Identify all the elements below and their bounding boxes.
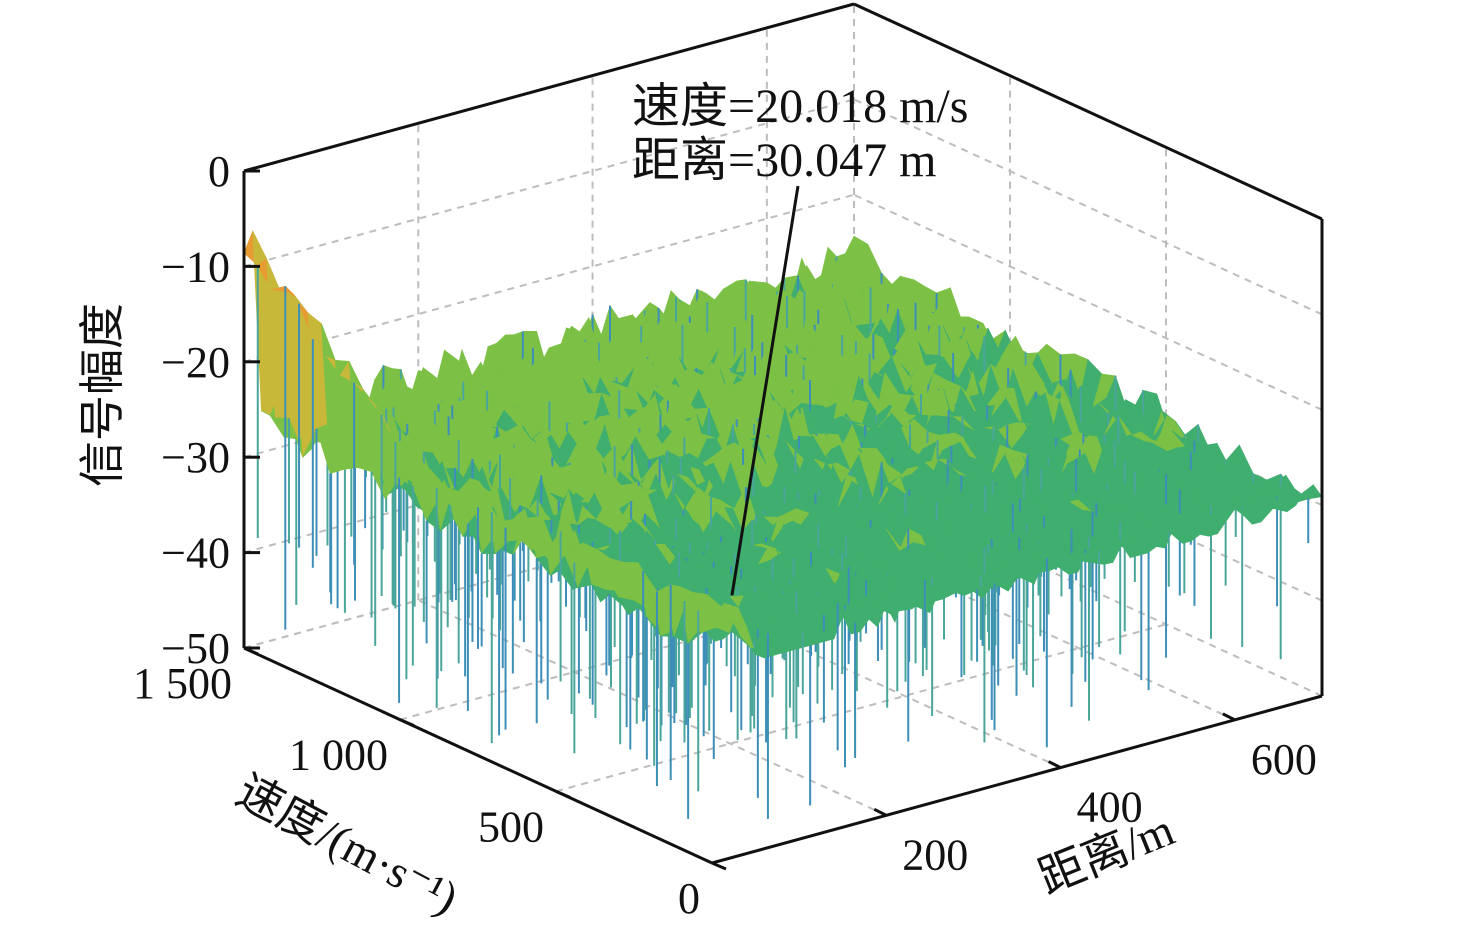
y-tick-mark-1 <box>555 789 571 799</box>
z-tick-2: −20 <box>161 338 230 387</box>
y-tick-0: 0 <box>678 874 700 923</box>
tick-labels: 0 −10 −20 −30 −40 −50 0 500 1 000 1 500 … <box>133 147 1317 923</box>
x-axis-line <box>711 694 1323 865</box>
y-tick-mark-3 <box>243 646 259 656</box>
z-tick-1: −10 <box>161 242 230 291</box>
annotation-distance: 距离=30.047 m <box>632 134 936 187</box>
surface-mesh <box>243 230 1323 819</box>
top-back-edge <box>243 2 855 173</box>
grid-back-z-1 <box>243 98 855 268</box>
axes-box <box>242 2 1324 871</box>
x-tick-1: 400 <box>1077 783 1143 832</box>
peak-annotation: 速度=20.018 m/s 距离=30.047 m <box>632 80 968 596</box>
annotation-speed: 速度=20.018 m/s <box>632 80 968 133</box>
x-tick-mark-2 <box>1222 712 1236 722</box>
grid-back-z-2 <box>243 193 855 363</box>
grid-side-z-2 <box>853 193 1323 411</box>
y-axis-label: 速度/(m·s⁻¹) <box>228 765 466 924</box>
x-tick-2: 600 <box>1251 735 1317 784</box>
y-tick-3: 1 500 <box>133 659 232 708</box>
y-tick-mark-2 <box>399 718 415 728</box>
z-tick-0: 0 <box>208 147 230 196</box>
z-axis-label: 信号幅度 <box>77 303 128 487</box>
top-right-edge <box>853 2 1323 221</box>
z-tick-4: −40 <box>161 529 230 578</box>
grid-side-z-1 <box>853 98 1323 316</box>
y-tick-1: 500 <box>478 802 544 851</box>
grid-floor-x-0 <box>417 599 887 817</box>
x-tick-mark-0 <box>873 807 887 817</box>
annotation-leader-line <box>730 185 800 596</box>
y-tick-2: 1 000 <box>289 731 388 780</box>
x-tick-mark-1 <box>1047 760 1062 769</box>
y-axis-line <box>243 646 713 865</box>
x-tick-0: 200 <box>902 830 968 879</box>
y-tick-mark-0 <box>711 861 727 871</box>
z-tick-3: −30 <box>161 433 230 482</box>
z-tick-5: −50 <box>161 624 230 673</box>
